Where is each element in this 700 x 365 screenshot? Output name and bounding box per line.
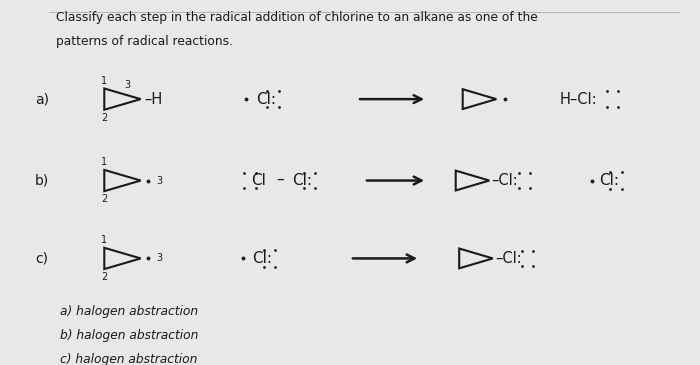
- Text: a) halogen abstraction: a) halogen abstraction: [60, 305, 197, 318]
- Text: b): b): [35, 173, 49, 188]
- Text: a): a): [35, 92, 49, 106]
- Text: 1: 1: [102, 76, 107, 86]
- Text: Cl:: Cl:: [253, 251, 272, 266]
- Text: –: –: [276, 172, 284, 187]
- Text: b) halogen abstraction: b) halogen abstraction: [60, 329, 198, 342]
- Text: Cl:: Cl:: [256, 92, 276, 107]
- Text: c): c): [35, 251, 48, 265]
- Text: c) halogen abstraction: c) halogen abstraction: [60, 353, 197, 365]
- Text: Classify each step in the radical addition of chlorine to an alkane as one of th: Classify each step in the radical additi…: [56, 11, 538, 24]
- Text: 1: 1: [102, 157, 107, 167]
- Text: 3: 3: [156, 176, 162, 185]
- Text: 1: 1: [102, 235, 107, 245]
- Text: Cl:: Cl:: [599, 173, 619, 188]
- Text: 2: 2: [102, 272, 107, 282]
- Text: patterns of radical reactions.: patterns of radical reactions.: [56, 35, 233, 49]
- Text: Cl: Cl: [251, 173, 267, 188]
- Text: 3: 3: [125, 80, 131, 90]
- Text: –Cl:: –Cl:: [495, 251, 522, 266]
- Text: Cl:: Cl:: [293, 173, 312, 188]
- Text: 2: 2: [102, 112, 107, 123]
- Text: –Cl:: –Cl:: [491, 173, 518, 188]
- Text: 3: 3: [156, 253, 162, 264]
- Text: 2: 2: [102, 194, 107, 204]
- Text: –H: –H: [144, 92, 162, 107]
- Text: H–Cl:: H–Cl:: [560, 92, 598, 107]
